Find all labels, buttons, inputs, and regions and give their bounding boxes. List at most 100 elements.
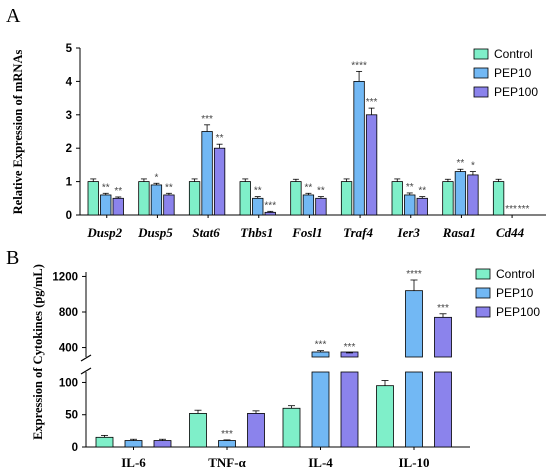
panel-a-significance-mark: ** bbox=[165, 182, 173, 193]
panel-b-category-label: TNF-α bbox=[208, 455, 246, 470]
panel-a-significance-mark: *** bbox=[518, 204, 530, 215]
panel-b-legend-label: PEP100 bbox=[496, 305, 540, 319]
panel-b-bar bbox=[311, 371, 330, 448]
panel-a-significance-mark: ** bbox=[254, 186, 262, 197]
panel-a-legend-label: Control bbox=[494, 47, 533, 61]
panel-a-significance-mark: ** bbox=[317, 186, 325, 197]
panel-a-bar bbox=[87, 181, 99, 216]
panel-a-legend-label: PEP10 bbox=[494, 66, 532, 80]
panel-a-significance-mark: ** bbox=[305, 182, 313, 193]
panel-b-bar bbox=[189, 413, 207, 448]
panel-a-category-label: Traf4 bbox=[343, 225, 373, 240]
panel-b-y-tick-label: 1200 bbox=[52, 271, 78, 283]
panel-a-chart: A Relative Expression of mRNAs 0 1 2 3 4 5 Dus… bbox=[6, 5, 546, 240]
panel-b-bar bbox=[124, 440, 143, 448]
panel-b-axis-break-mark bbox=[80, 367, 92, 375]
panel-a-significance-mark: **** bbox=[351, 60, 367, 71]
panel-a-axes: 0 1 2 3 4 5 Dusp2 Dusp5 Stat6 Thbs1 Fosl1 Traf4 Ier3… bbox=[66, 43, 546, 240]
panel-b-chart: B Expression of Cytokines (pg/mL) 0 50 100… bbox=[6, 247, 540, 470]
panel-b-bar bbox=[405, 371, 423, 448]
panel-a-significance-mark: *** bbox=[505, 204, 517, 215]
panel-a-category-label: Ier3 bbox=[397, 225, 421, 240]
panel-b-legend-swatch bbox=[475, 268, 491, 280]
panel-a-significance-mark: * bbox=[471, 161, 475, 172]
panel-a-bar bbox=[100, 194, 112, 216]
panel-a-category-label: Cd44 bbox=[496, 225, 525, 240]
panel-a-y-tick-label: 1 bbox=[66, 177, 73, 189]
panel-b-bar bbox=[218, 440, 236, 448]
panel-b-category-label: IL-6 bbox=[121, 455, 146, 470]
panel-letter-a: A bbox=[6, 5, 21, 27]
panel-a-bar bbox=[290, 181, 302, 216]
panel-b-bar bbox=[282, 407, 301, 448]
panel-a-legend-label: PEP100 bbox=[494, 85, 538, 99]
panel-b-significance-mark: *** bbox=[344, 342, 356, 353]
panel-b-axis-break-mark bbox=[80, 354, 92, 362]
panel-a-bar bbox=[391, 181, 403, 216]
panel-b-significance-mark: **** bbox=[406, 269, 422, 280]
panel-b-legend-label: Control bbox=[496, 267, 535, 281]
panel-a-y-axis-label: Relative Expression of mRNAs bbox=[11, 50, 25, 215]
panel-a-significance-mark: *** bbox=[264, 200, 276, 211]
panel-b-bar bbox=[95, 436, 114, 448]
panel-a-bar bbox=[264, 211, 276, 216]
panel-a-category-label: Stat6 bbox=[192, 225, 220, 240]
panel-a-significance-mark: ** bbox=[418, 186, 426, 197]
panel-b-category-label: IL-4 bbox=[308, 455, 333, 470]
panel-b-bar bbox=[434, 316, 452, 358]
panel-b-significance-mark: *** bbox=[315, 340, 327, 351]
panel-a-significance-mark: ** bbox=[102, 182, 110, 193]
panel-b-bar bbox=[153, 440, 172, 448]
panel-a-significance-mark: ** bbox=[216, 133, 224, 144]
panel-b-bars: ****** ********** bbox=[95, 269, 452, 448]
panel-b-significance-mark: *** bbox=[437, 303, 449, 314]
panel-letter-b: B bbox=[6, 247, 19, 269]
panel-a-bar bbox=[340, 181, 353, 216]
panel-a-y-tick-label: 3 bbox=[66, 110, 72, 122]
panel-a-significance-mark: ** bbox=[457, 158, 465, 169]
panel-b-bar bbox=[376, 385, 394, 448]
panel-a-legend-swatch bbox=[473, 86, 489, 98]
panel-b-legend: Control PEP10 PEP100 bbox=[475, 267, 540, 319]
panel-a-y-tick-label: 5 bbox=[66, 43, 73, 55]
panel-b-y-tick-label: 400 bbox=[59, 343, 78, 355]
panel-b-bar bbox=[434, 371, 452, 448]
panel-a-bar bbox=[302, 194, 315, 216]
panel-b-significance-mark: *** bbox=[221, 429, 233, 440]
panel-b-bar bbox=[311, 351, 330, 358]
panel-b-y-tick-label: 800 bbox=[59, 307, 78, 319]
panel-a-bar bbox=[239, 181, 251, 216]
panel-a-significance-mark: * bbox=[154, 172, 158, 183]
panel-a-bar bbox=[404, 194, 416, 216]
panel-a-bar bbox=[201, 131, 213, 216]
panel-a-category-label: Rasa1 bbox=[442, 225, 476, 240]
panel-a-bar bbox=[163, 194, 175, 216]
panel-a-bar bbox=[492, 181, 505, 216]
panel-a-bar bbox=[188, 181, 201, 216]
panel-b-y-axis-label: Expression of Cytokines (pg/mL) bbox=[31, 264, 45, 440]
panel-a-bar bbox=[138, 181, 150, 216]
panel-b-bar bbox=[405, 290, 423, 358]
panel-a-bar bbox=[112, 197, 124, 216]
panel-a-bar bbox=[416, 197, 428, 216]
panel-b-bar bbox=[247, 413, 265, 448]
panel-a-legend-swatch bbox=[473, 48, 489, 60]
panel-a-significance-mark: ** bbox=[114, 186, 122, 197]
panel-a-bars: ** ***************** *********** **** **** **… bbox=[87, 60, 530, 216]
panel-a-y-tick-label: 4 bbox=[66, 76, 73, 88]
panel-a-category-label: Thbs1 bbox=[240, 225, 273, 240]
panel-a-legend-swatch bbox=[473, 67, 489, 79]
panel-a-legend: Control PEP10 PEP100 bbox=[473, 47, 538, 99]
panel-b-legend-swatch bbox=[475, 287, 491, 299]
panel-a-bar bbox=[467, 174, 479, 216]
panel-a-bar bbox=[213, 147, 226, 216]
panel-a-category-label: Dusp2 bbox=[86, 225, 122, 240]
panel-a-bar bbox=[315, 197, 327, 216]
panel-a-bar bbox=[442, 181, 454, 216]
panel-a-bar bbox=[454, 171, 467, 216]
panel-a-significance-mark: *** bbox=[366, 97, 378, 108]
panel-a-category-label: Fosl1 bbox=[291, 225, 322, 240]
panel-a-category-label: Dusp5 bbox=[137, 225, 173, 240]
panel-a-bar bbox=[150, 184, 163, 216]
